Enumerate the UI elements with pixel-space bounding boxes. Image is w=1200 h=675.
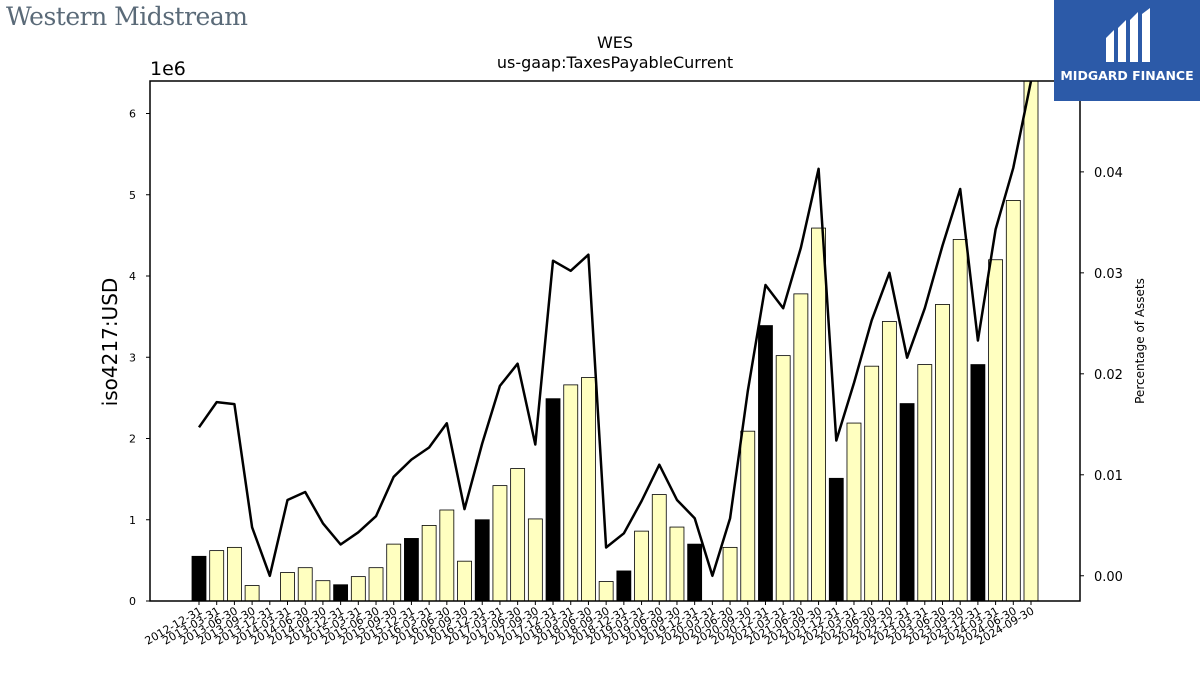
y-axis-ticks: 0 1 2 3 4 5 6 bbox=[129, 108, 150, 608]
chart-title: WES bbox=[597, 33, 633, 52]
bar-2017-06-30 bbox=[510, 468, 526, 602]
logo-mark-icon bbox=[1106, 8, 1150, 62]
bar-2020-09-30 bbox=[740, 430, 756, 602]
bar-2024-09-30 bbox=[1023, 80, 1039, 602]
bar-2019-06-30 bbox=[651, 494, 667, 602]
y-offset-label: 1e6 bbox=[150, 58, 186, 80]
bar-2018-12-31 bbox=[616, 570, 632, 602]
bar-2022-09-30 bbox=[881, 321, 897, 602]
percent-of-assets-line bbox=[197, 80, 1033, 578]
y-tick-label: 4 bbox=[129, 270, 136, 283]
bar-2012-12-31 bbox=[191, 555, 207, 602]
bar-2021-09-30 bbox=[811, 227, 826, 602]
bar-2022-03-31 bbox=[846, 422, 862, 602]
y2-tick-label: 0.00 bbox=[1094, 570, 1123, 585]
line-series bbox=[197, 80, 1033, 578]
logo-text: MIDGARD FINANCE bbox=[1060, 68, 1194, 83]
bar-2024-06-30 bbox=[1005, 200, 1021, 602]
bar-2019-03-31 bbox=[634, 530, 649, 602]
bar-2018-06-30 bbox=[581, 377, 596, 602]
bar-2016-09-30 bbox=[457, 560, 472, 602]
bar-2020-12-31 bbox=[758, 325, 773, 602]
y2-tick-label: 0.04 bbox=[1094, 166, 1123, 181]
y2-tick-label: 0.01 bbox=[1094, 469, 1123, 484]
bar-2014-03-31 bbox=[280, 572, 295, 602]
bar-2023-09-30 bbox=[952, 239, 968, 602]
bar-2022-12-31 bbox=[899, 403, 915, 602]
bar-2015-09-30 bbox=[386, 543, 402, 602]
bar-2023-12-31 bbox=[970, 364, 986, 602]
bar-2016-03-31 bbox=[421, 525, 437, 602]
bar-2017-12-31 bbox=[545, 398, 561, 602]
bar-2016-12-31 bbox=[474, 519, 490, 602]
y-tick-label: 6 bbox=[129, 108, 136, 121]
chart-subtitle: us-gaap:TaxesPayableCurrent bbox=[497, 53, 733, 72]
bar-2013-03-31 bbox=[209, 550, 225, 602]
y-tick-label: 1 bbox=[129, 514, 136, 527]
bar-2017-03-31 bbox=[492, 485, 508, 602]
company-wordmark: Western Midstream bbox=[6, 2, 248, 31]
bar-2015-03-31 bbox=[350, 576, 366, 602]
bar-2023-06-30 bbox=[935, 304, 950, 602]
y2-axis-label: Percentage of Assets bbox=[1133, 278, 1147, 404]
bar-2021-12-31 bbox=[828, 477, 844, 602]
x-axis-ticks: 2012-12-312013-03-312013-06-302013-09-30… bbox=[143, 601, 1037, 648]
bar-2024-03-31 bbox=[988, 259, 1003, 602]
y2-tick-label: 0.02 bbox=[1094, 368, 1123, 383]
bar-2021-03-31 bbox=[775, 355, 791, 602]
bar-2017-09-30 bbox=[527, 518, 543, 602]
bar-2019-09-30 bbox=[669, 526, 685, 602]
bar-series bbox=[191, 80, 1039, 602]
bar-2014-12-31 bbox=[333, 584, 349, 602]
bar-2019-12-31 bbox=[687, 543, 703, 602]
y-tick-label: 2 bbox=[129, 433, 136, 446]
plot-frame bbox=[149, 80, 1081, 602]
bar-2013-09-30 bbox=[244, 585, 260, 602]
bar-2021-06-30 bbox=[793, 293, 809, 602]
y-tick-label: 0 bbox=[129, 595, 136, 608]
bar-2022-06-30 bbox=[864, 365, 880, 602]
bar-2023-03-31 bbox=[917, 364, 933, 602]
y2-tick-label: 0.03 bbox=[1094, 267, 1123, 282]
bar-2015-06-30 bbox=[368, 567, 384, 602]
y2-axis-ticks: 0.00 0.01 0.02 0.03 0.04 bbox=[1080, 166, 1123, 585]
bar-2015-12-31 bbox=[404, 538, 419, 602]
bar-2018-03-31 bbox=[563, 384, 579, 602]
y-tick-label: 3 bbox=[129, 351, 136, 364]
bar-2020-06-30 bbox=[722, 546, 738, 602]
bar-2016-06-30 bbox=[439, 509, 455, 602]
bar-2013-06-30 bbox=[227, 546, 242, 602]
y-axis-label: iso4217:USD bbox=[98, 278, 122, 407]
midgard-logo: MIDGARD FINANCE bbox=[1054, 0, 1200, 101]
bar-2014-06-30 bbox=[297, 567, 313, 602]
bar-2014-09-30 bbox=[315, 580, 331, 602]
bar-2018-09-30 bbox=[598, 581, 614, 602]
y-tick-label: 5 bbox=[129, 189, 136, 202]
